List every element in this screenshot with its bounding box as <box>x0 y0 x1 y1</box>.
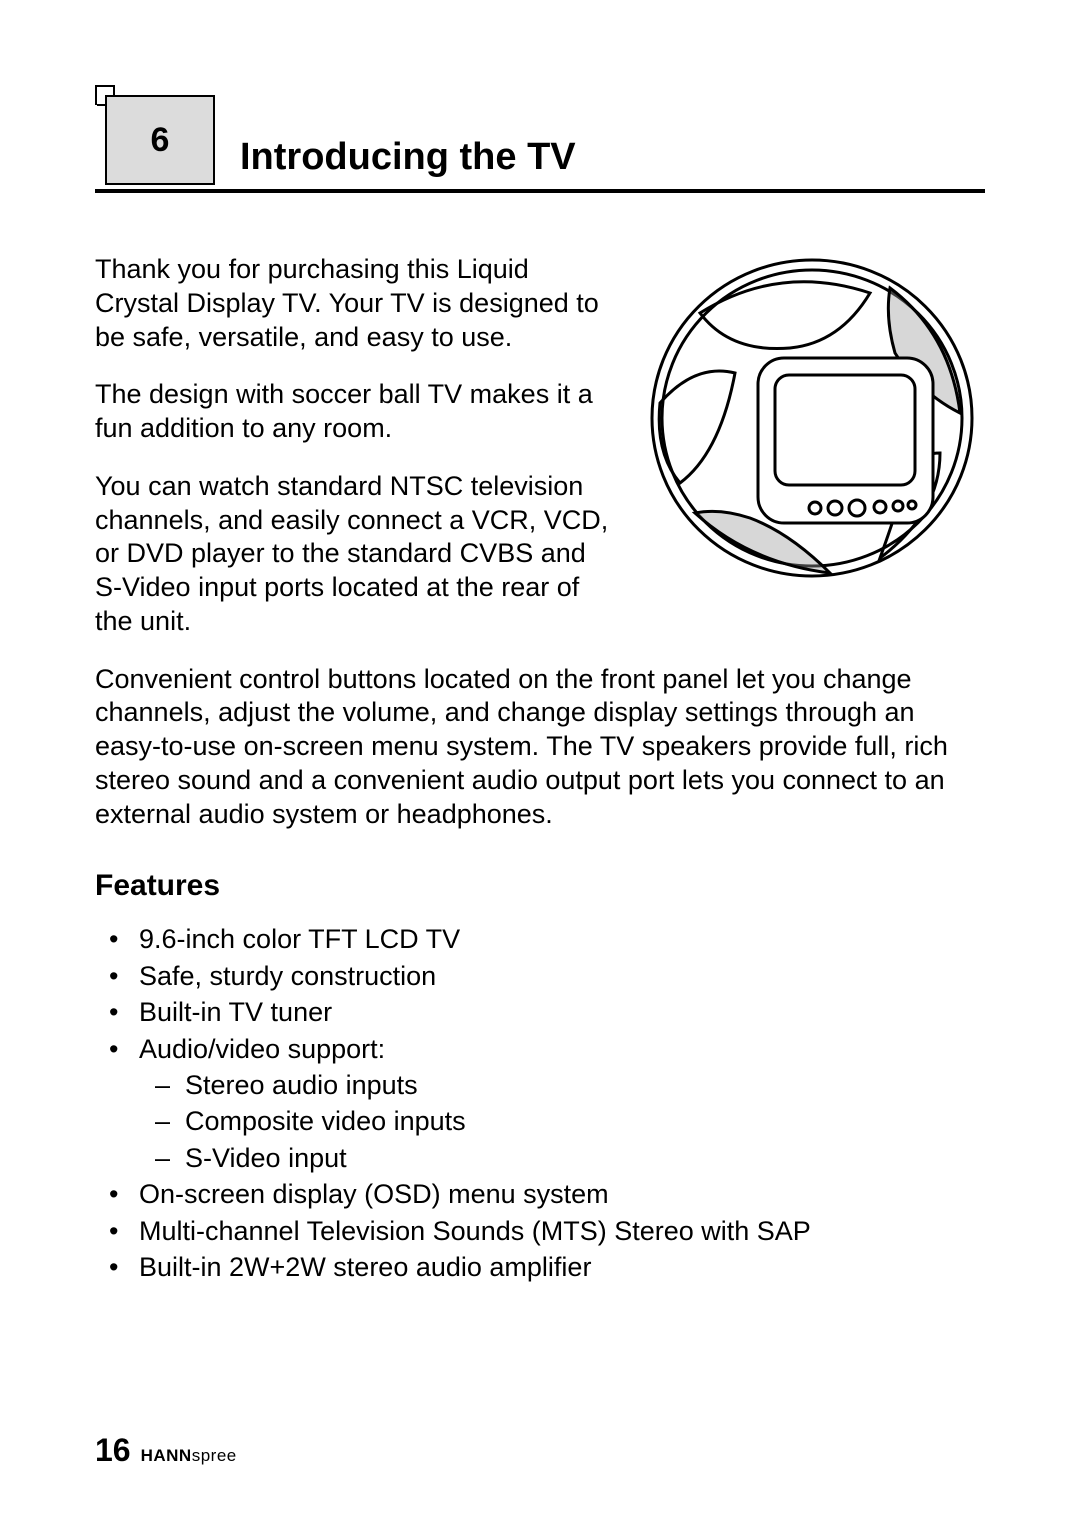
intro-para-4: Convenient control buttons located on th… <box>95 663 985 832</box>
feature-subitem: Composite video inputs <box>149 1103 985 1139</box>
brand-mark: HANNspree <box>141 1446 237 1466</box>
manual-page: 6 Introducing the TV <box>0 0 1080 1529</box>
page-footer: 16 HANNspree <box>95 1432 237 1469</box>
brand-rest: spree <box>192 1446 237 1465</box>
page-number: 16 <box>95 1432 131 1469</box>
soccer-ball-tv-icon <box>640 253 985 593</box>
feature-item: On-screen display (OSD) menu system <box>95 1176 985 1212</box>
feature-item: 9.6-inch color TFT LCD TV <box>95 921 985 957</box>
feature-item: Multi-channel Television Sounds (MTS) St… <box>95 1213 985 1249</box>
feature-item-label: Audio/video support: <box>139 1034 385 1064</box>
feature-item: Safe, sturdy construction <box>95 958 985 994</box>
feature-subitem: S-Video input <box>149 1140 985 1176</box>
soccer-ball-tv-illustration <box>640 253 985 593</box>
feature-subitem: Stereo audio inputs <box>149 1067 985 1103</box>
chapter-number-box: 6 <box>95 85 215 185</box>
features-heading: Features <box>95 869 985 903</box>
feature-item: Built-in 2W+2W stereo audio amplifier <box>95 1249 985 1285</box>
intro-section: Thank you for purchasing this Liquid Cry… <box>95 253 985 855</box>
chapter-title: Introducing the TV <box>240 136 576 185</box>
brand-bold: HANN <box>141 1446 192 1465</box>
chapter-number: 6 <box>105 95 215 185</box>
chapter-header: 6 Introducing the TV <box>95 85 985 193</box>
feature-sublist: Stereo audio inputs Composite video inpu… <box>149 1067 985 1176</box>
feature-item: Built-in TV tuner <box>95 994 985 1030</box>
features-list: 9.6-inch color TFT LCD TV Safe, sturdy c… <box>95 921 985 1285</box>
feature-item: Audio/video support: Stereo audio inputs… <box>95 1031 985 1177</box>
